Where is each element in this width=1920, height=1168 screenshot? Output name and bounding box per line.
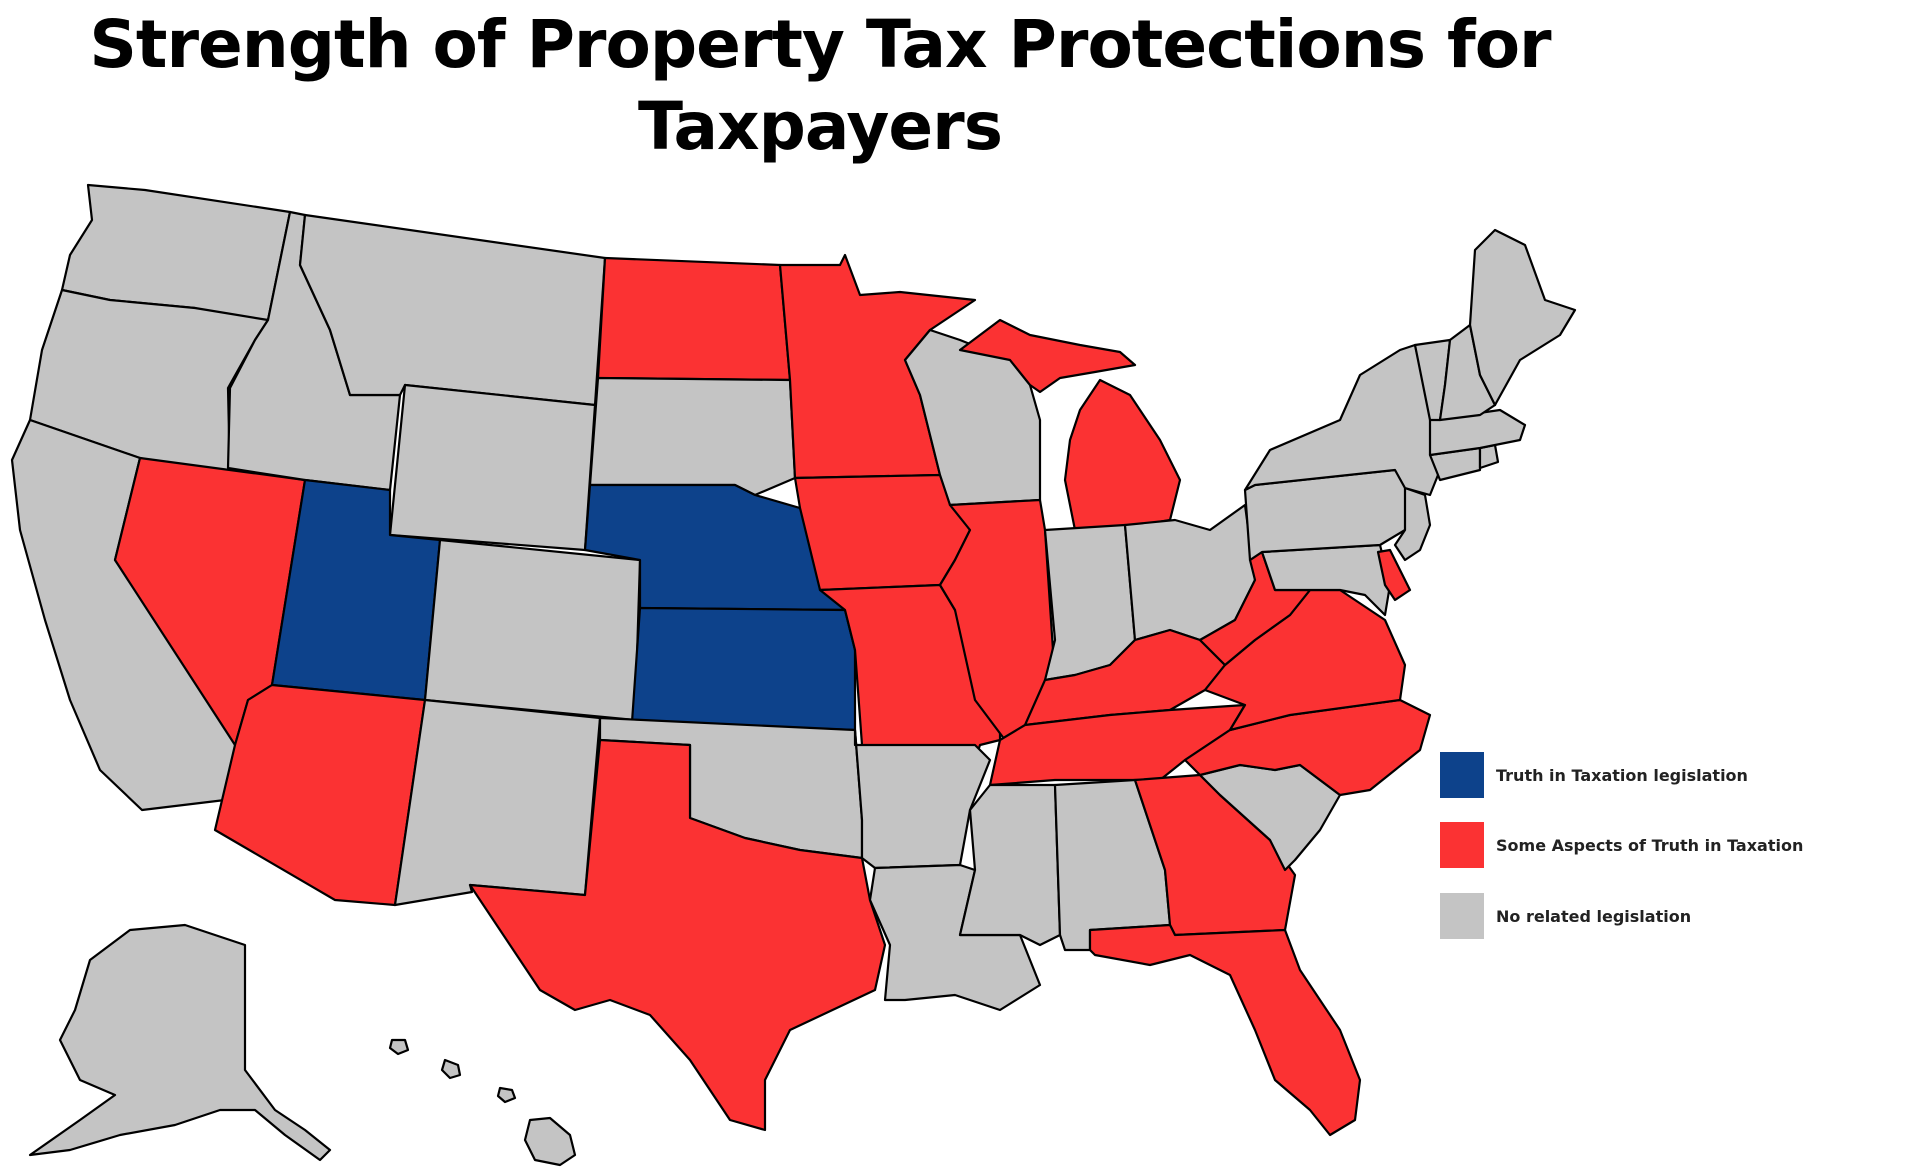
- state-iowa[interactable]: [793, 473, 972, 592]
- legend-item-some: Some Aspects of Truth in Taxation: [1440, 822, 1803, 868]
- state-alaska[interactable]: [28, 923, 332, 1162]
- state-new-york[interactable]: [1243, 343, 1442, 497]
- state-wyoming[interactable]: [388, 383, 597, 552]
- state-hawaii-oahu[interactable]: [440, 1058, 462, 1080]
- state-massachusetts[interactable]: [1428, 408, 1527, 457]
- legend-item-truth: Truth in Taxation legislation: [1440, 752, 1748, 798]
- state-arkansas[interactable]: [853, 728, 992, 870]
- state-hawaii[interactable]: [523, 1116, 577, 1167]
- state-south-dakota[interactable]: [588, 376, 797, 497]
- state-new-jersey[interactable]: [1393, 486, 1432, 562]
- legend-label-some: Some Aspects of Truth in Taxation: [1496, 835, 1804, 855]
- state-texas[interactable]: [468, 738, 887, 1132]
- legend-swatch-truth: [1440, 752, 1484, 798]
- state-florida[interactable]: [1088, 923, 1362, 1137]
- state-maine[interactable]: [1468, 228, 1577, 407]
- state-kansas[interactable]: [630, 606, 857, 732]
- state-montana[interactable]: [298, 213, 607, 407]
- state-michigan-upper[interactable]: [958, 318, 1137, 394]
- legend-label-none: No related legislation: [1496, 906, 1692, 926]
- state-mississippi[interactable]: [958, 783, 1062, 947]
- state-north-dakota[interactable]: [596, 256, 792, 382]
- state-hawaii-kauai[interactable]: [388, 1038, 410, 1056]
- state-michigan[interactable]: [1063, 378, 1182, 532]
- legend-swatch-some: [1440, 822, 1484, 868]
- legend-item-none: No related legislation: [1440, 893, 1691, 939]
- state-delaware[interactable]: [1376, 548, 1412, 602]
- legend-label-truth: Truth in Taxation legislation: [1496, 765, 1748, 785]
- legend-swatch-none: [1440, 893, 1484, 939]
- state-oregon[interactable]: [28, 288, 270, 482]
- state-wisconsin[interactable]: [903, 328, 1042, 507]
- state-new-mexico[interactable]: [393, 698, 602, 907]
- state-arizona[interactable]: [213, 683, 427, 907]
- state-colorado[interactable]: [423, 538, 642, 722]
- state-hawaii-maui[interactable]: [496, 1086, 517, 1104]
- map-title: Strength of Property Tax Protections for…: [89, 6, 1551, 165]
